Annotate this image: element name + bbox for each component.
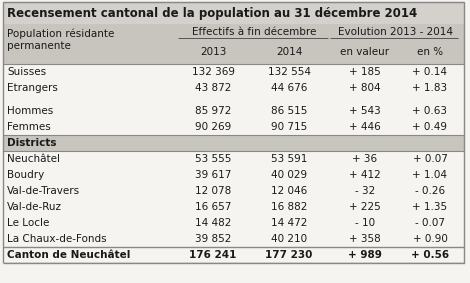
Bar [3, 64, 464, 80]
Text: Boudry: Boudry [7, 170, 44, 180]
Text: Val-de-Ruz: Val-de-Ruz [7, 202, 62, 212]
Text: Population résidante: Population résidante [7, 29, 114, 39]
Text: Districts: Districts [7, 138, 56, 148]
Text: 177 230: 177 230 [265, 250, 313, 260]
Text: + 358: + 358 [349, 234, 381, 244]
Text: 16 882: 16 882 [271, 202, 307, 212]
Text: - 10: - 10 [355, 218, 375, 228]
Text: 176 241: 176 241 [189, 250, 237, 260]
Text: + 412: + 412 [349, 170, 381, 180]
Text: 39 852: 39 852 [195, 234, 231, 244]
Text: - 0.07: - 0.07 [415, 218, 445, 228]
Text: 43 872: 43 872 [195, 83, 231, 93]
Text: + 804: + 804 [349, 83, 381, 93]
Text: - 0.26: - 0.26 [415, 186, 445, 196]
Text: en valeur: en valeur [340, 47, 390, 57]
Text: Recensement cantonal de la population au 31 décembre 2014: Recensement cantonal de la population au… [7, 7, 417, 20]
Text: Etrangers: Etrangers [7, 83, 58, 93]
Text: + 0.14: + 0.14 [413, 67, 447, 77]
Text: 40 029: 40 029 [271, 170, 307, 180]
Text: + 0.90: + 0.90 [413, 234, 447, 244]
Bar [3, 80, 464, 96]
Text: - 32: - 32 [355, 186, 375, 196]
Bar [3, 247, 464, 263]
Text: + 1.35: + 1.35 [413, 202, 447, 212]
Text: Suisses: Suisses [7, 67, 46, 77]
Text: Femmes: Femmes [7, 122, 51, 132]
Text: 85 972: 85 972 [195, 106, 231, 116]
Text: + 185: + 185 [349, 67, 381, 77]
Text: + 0.49: + 0.49 [413, 122, 447, 132]
Text: + 1.04: + 1.04 [413, 170, 447, 180]
Text: + 446: + 446 [349, 122, 381, 132]
Text: 132 369: 132 369 [191, 67, 235, 77]
Text: 12 046: 12 046 [271, 186, 307, 196]
Bar [3, 103, 464, 119]
Text: 2014: 2014 [276, 47, 302, 57]
Text: 86 515: 86 515 [271, 106, 307, 116]
Bar [3, 24, 464, 64]
Text: 90 715: 90 715 [271, 122, 307, 132]
Text: + 989: + 989 [348, 250, 382, 260]
Text: + 0.56: + 0.56 [411, 250, 449, 260]
Text: permanente: permanente [7, 41, 71, 51]
Text: 14 472: 14 472 [271, 218, 307, 228]
Bar [3, 135, 464, 151]
Text: La Chaux-de-Fonds: La Chaux-de-Fonds [7, 234, 107, 244]
Text: 44 676: 44 676 [271, 83, 307, 93]
Text: Evolution 2013 - 2014: Evolution 2013 - 2014 [337, 27, 453, 37]
Text: en %: en % [417, 47, 443, 57]
Text: Effectifs à fin décembre: Effectifs à fin décembre [192, 27, 316, 37]
Text: + 0.63: + 0.63 [413, 106, 447, 116]
Bar [3, 2, 464, 24]
Text: Hommes: Hommes [7, 106, 53, 116]
Text: + 0.07: + 0.07 [413, 154, 447, 164]
Bar [3, 215, 464, 231]
Bar [3, 167, 464, 183]
Bar [3, 199, 464, 215]
Text: 53 591: 53 591 [271, 154, 307, 164]
Text: 132 554: 132 554 [267, 67, 311, 77]
Bar [3, 183, 464, 199]
Text: + 36: + 36 [352, 154, 377, 164]
Text: + 1.83: + 1.83 [413, 83, 447, 93]
Text: 39 617: 39 617 [195, 170, 231, 180]
Bar [3, 151, 464, 167]
Text: Val-de-Travers: Val-de-Travers [7, 186, 80, 196]
Text: 12 078: 12 078 [195, 186, 231, 196]
Text: 90 269: 90 269 [195, 122, 231, 132]
Bar [3, 263, 464, 283]
Bar [3, 96, 464, 103]
Text: + 543: + 543 [349, 106, 381, 116]
Text: 14 482: 14 482 [195, 218, 231, 228]
Text: 53 555: 53 555 [195, 154, 231, 164]
Text: Canton de Neuchâtel: Canton de Neuchâtel [7, 250, 130, 260]
Text: + 225: + 225 [349, 202, 381, 212]
Bar [3, 119, 464, 135]
Text: Neuchâtel: Neuchâtel [7, 154, 60, 164]
Text: 16 657: 16 657 [195, 202, 231, 212]
Text: Le Locle: Le Locle [7, 218, 49, 228]
Bar [3, 231, 464, 247]
Text: 2013: 2013 [200, 47, 226, 57]
Text: 40 210: 40 210 [271, 234, 307, 244]
